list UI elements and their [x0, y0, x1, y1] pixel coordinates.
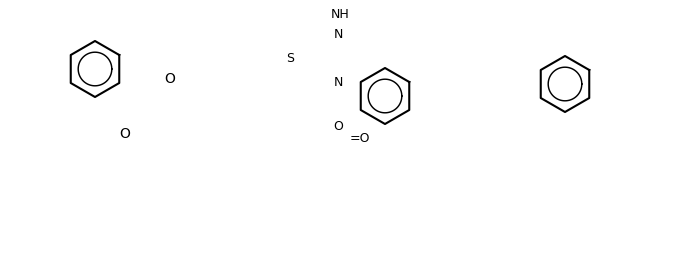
Text: S: S: [286, 53, 294, 66]
Text: O: O: [333, 120, 343, 134]
Text: =O: =O: [349, 133, 370, 146]
Text: NH: NH: [331, 8, 349, 21]
Text: N: N: [333, 27, 343, 40]
Text: O: O: [164, 72, 176, 86]
Text: O: O: [120, 127, 130, 141]
Text: N: N: [333, 75, 343, 88]
